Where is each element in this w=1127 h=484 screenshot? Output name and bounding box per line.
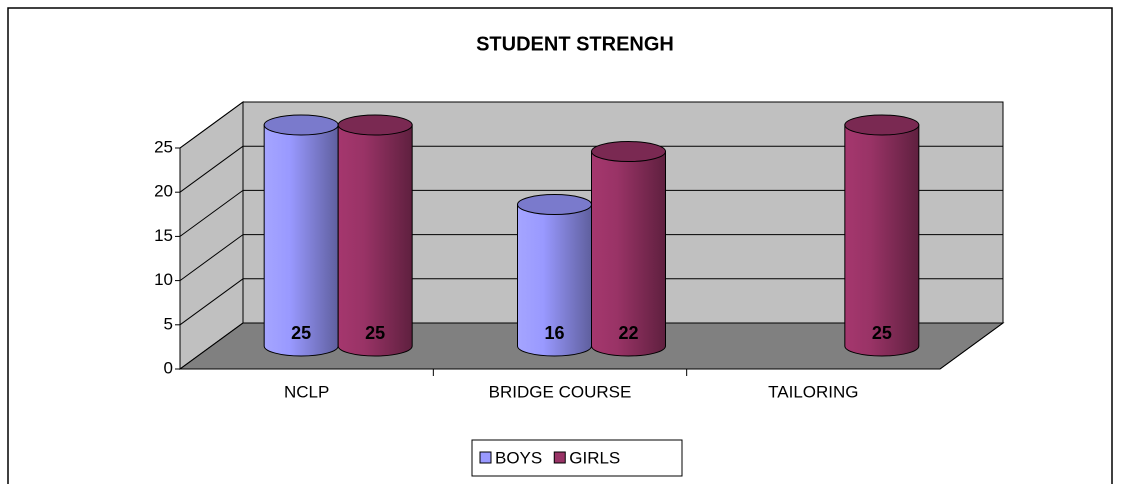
y-tick-label: 5 [164, 314, 173, 333]
data-label: 25 [872, 323, 892, 343]
grid-line [179, 101, 244, 149]
bar [591, 151, 666, 357]
bar-top [263, 114, 339, 136]
bar [263, 124, 339, 357]
data-label: 22 [618, 323, 638, 343]
y-tick-label: 20 [154, 182, 173, 201]
y-tick-label: 15 [154, 226, 173, 245]
y-tick-label: 10 [154, 270, 173, 289]
chart-title: STUDENT STRENGH [476, 33, 674, 55]
legend [471, 439, 683, 477]
bar [337, 124, 413, 357]
bar-top [591, 141, 666, 163]
bar-top [337, 114, 413, 136]
x-tick-label: BRIDGE COURSE [489, 382, 632, 401]
data-label: 25 [365, 323, 385, 343]
grid-line [179, 322, 244, 370]
legend-label: BOYS [495, 448, 542, 467]
x-tick-label: NCLP [284, 382, 329, 401]
side-wall [179, 101, 244, 370]
bar-top [517, 194, 592, 216]
bar-top [844, 114, 920, 136]
legend-swatch [479, 451, 492, 464]
y-tick-label: 0 [164, 358, 173, 377]
grid-line [179, 278, 244, 326]
y-tick-label: 25 [154, 137, 173, 156]
data-label: 25 [291, 323, 311, 343]
grid-line [179, 189, 244, 237]
data-label: 16 [544, 323, 564, 343]
legend-label: GIRLS [569, 448, 620, 467]
x-tick-label: TAILORING [768, 382, 858, 401]
grid-line [179, 234, 244, 282]
legend-swatch [553, 451, 566, 464]
bar [844, 124, 920, 357]
grid-line [179, 145, 244, 193]
bar [517, 204, 592, 357]
x-axis-depth [939, 322, 1004, 370]
